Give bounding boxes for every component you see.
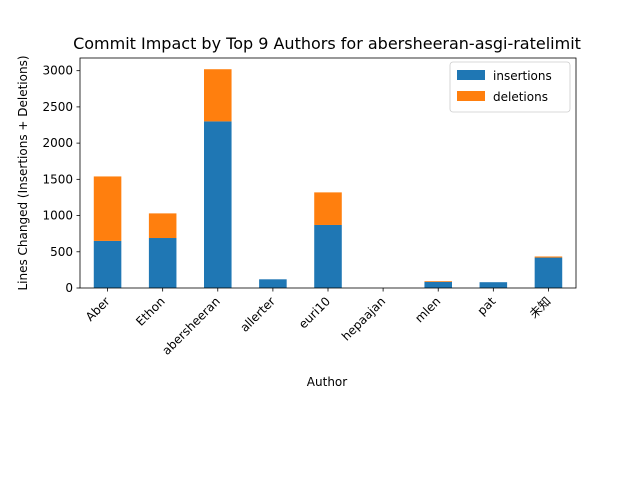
bar-insertions <box>479 282 508 288</box>
x-tick-label: mlen <box>412 294 443 325</box>
legend-swatch-insertions <box>457 70 485 80</box>
x-tick-label: abersheeran <box>159 294 223 358</box>
legend-label-insertions: insertions <box>493 69 552 83</box>
bar-deletions <box>148 213 177 239</box>
bar-deletions <box>424 281 452 282</box>
x-axis-label: Author <box>307 375 347 389</box>
x-tick-label: euri10 <box>296 294 333 331</box>
y-tick-label: 500 <box>50 245 73 259</box>
legend: insertions deletions <box>449 61 571 113</box>
bar-insertions <box>534 257 563 288</box>
y-tick-label: 1500 <box>42 172 73 186</box>
bar-insertions <box>148 238 177 288</box>
x-tick-label: 未知 <box>527 294 554 321</box>
bar-insertions <box>424 281 452 288</box>
y-tick-label: 0 <box>65 281 73 295</box>
x-tick-label: Aber <box>83 294 113 324</box>
bar-insertions <box>259 279 287 288</box>
bar-deletions <box>93 176 122 241</box>
bar-deletions <box>204 69 232 122</box>
x-tick-label: pat <box>475 294 499 318</box>
x-tick-label: allerter <box>237 294 278 335</box>
bar-deletions <box>534 256 563 258</box>
y-tick-label: 1000 <box>42 209 73 223</box>
y-tick-label: 2500 <box>42 100 73 114</box>
bar-insertions <box>204 121 232 288</box>
legend-swatch-deletions <box>457 91 485 101</box>
x-tick-label: Ethon <box>133 294 168 329</box>
legend-label-deletions: deletions <box>493 90 548 104</box>
bar-deletions <box>314 192 342 225</box>
bar-insertions <box>314 224 342 288</box>
x-tick-label: hepaajan <box>339 294 388 343</box>
y-tick-label: 2000 <box>42 136 73 150</box>
y-tick-label: 3000 <box>42 64 73 78</box>
chart-title: Commit Impact by Top 9 Authors for abers… <box>73 34 581 53</box>
y-axis-label: Lines Changed (Insertions + Deletions) <box>16 55 30 290</box>
bar-insertions <box>93 240 122 288</box>
